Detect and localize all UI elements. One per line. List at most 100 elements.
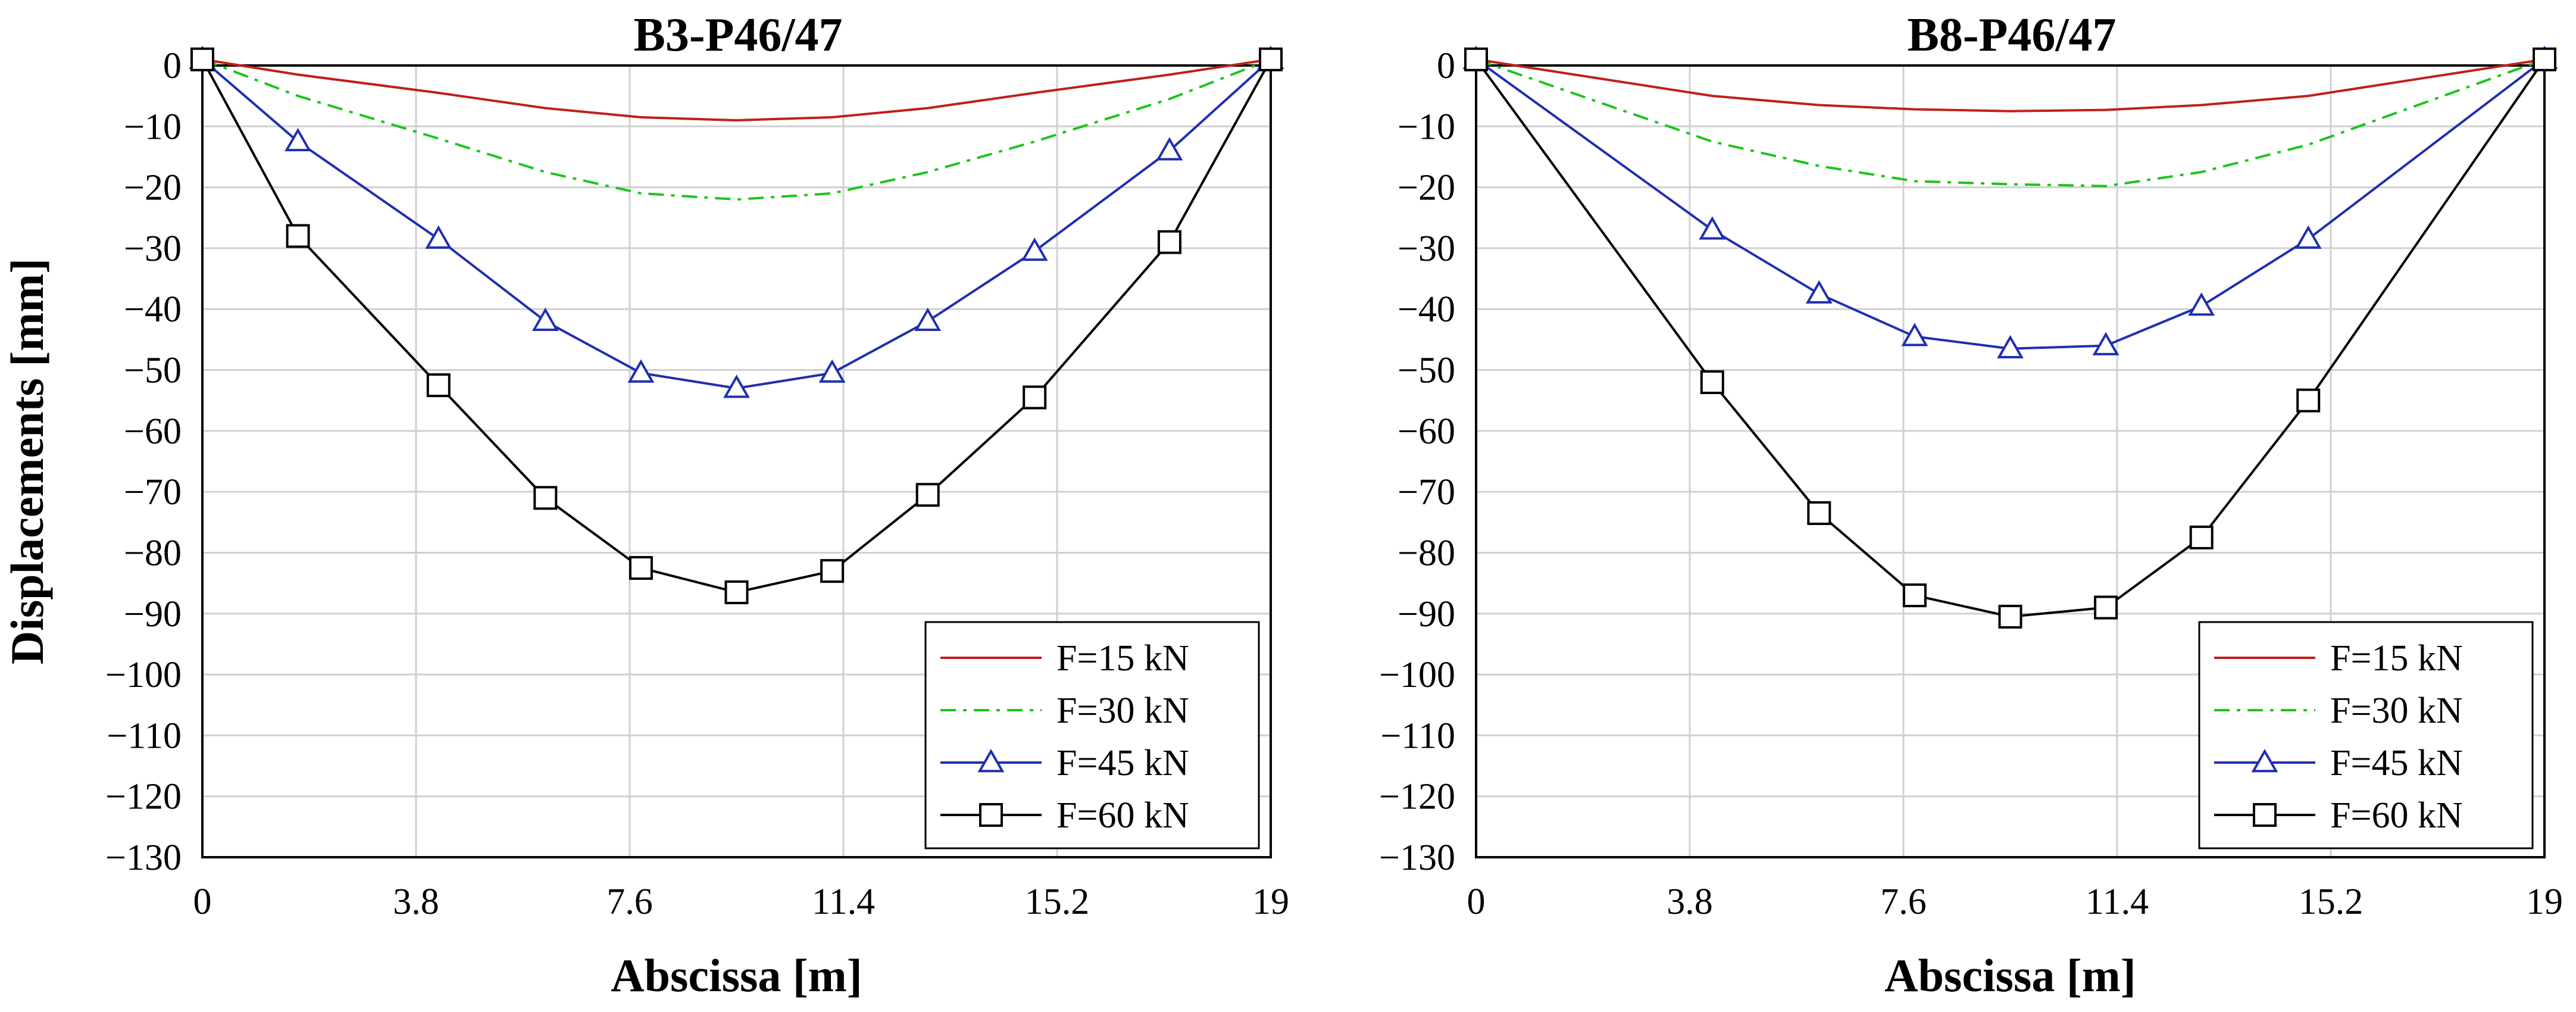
chart-panel-2: B8-P46/47 0 −10 −20 −30 −40 −50 −60 −70 −80 −90 −10… bbox=[1379, 9, 2563, 1001]
y-tick-label: −10 bbox=[1398, 107, 1455, 147]
data-point-square bbox=[286, 224, 310, 248]
legend: F=15 kN F=30 kN F=45 kN F=60 kN bbox=[2198, 621, 2534, 849]
chart-title: B8-P46/47 bbox=[1907, 9, 2116, 61]
data-point-square bbox=[1902, 583, 1927, 608]
plot-frame bbox=[1475, 64, 2546, 858]
legend-label: F=45 kN bbox=[1056, 743, 1189, 783]
data-point-triangle bbox=[1021, 238, 1048, 261]
legend-label: F=60 kN bbox=[1056, 795, 1189, 836]
y-tick-label: −80 bbox=[1398, 533, 1455, 573]
y-tick-label: −120 bbox=[1379, 777, 1455, 817]
x-tick-label: 0 bbox=[193, 882, 212, 922]
data-point-square bbox=[1259, 47, 1283, 71]
y-tick-label: −20 bbox=[124, 168, 182, 208]
y-tick-label: −60 bbox=[1398, 411, 1455, 452]
data-point-square bbox=[1464, 47, 1488, 71]
chart-title: B3-P46/47 bbox=[633, 9, 842, 61]
y-tick-label: −130 bbox=[1379, 838, 1455, 878]
data-point-triangle bbox=[2092, 332, 2119, 355]
x-tick-label: 11.4 bbox=[2086, 882, 2149, 922]
data-point-square bbox=[2094, 595, 2118, 620]
legend-label: F=15 kN bbox=[2330, 638, 2463, 679]
y-tick-label: −30 bbox=[124, 229, 182, 269]
data-point-square bbox=[2189, 525, 2214, 549]
data-point-triangle bbox=[2294, 225, 2322, 249]
x-tick-label: 3.8 bbox=[1667, 882, 1713, 922]
legend: F=15 kN F=30 kN F=45 kN F=60 kN bbox=[924, 621, 1260, 849]
data-point-triangle bbox=[1699, 216, 1726, 240]
data-point-square bbox=[1157, 230, 1181, 254]
y-tick-label: −20 bbox=[1398, 168, 1455, 208]
y-tick-label: −50 bbox=[124, 351, 182, 391]
data-point-triangle bbox=[1156, 137, 1183, 161]
y-axis-label: Displacements [mm] bbox=[1, 258, 53, 664]
legend-box bbox=[924, 621, 1260, 849]
y-tick-label: −90 bbox=[1398, 594, 1455, 635]
data-point-triangle bbox=[914, 307, 942, 331]
legend-label: F=60 kN bbox=[2330, 795, 2463, 836]
plot-frame bbox=[201, 64, 1272, 858]
data-point-square bbox=[915, 483, 940, 507]
y-tick-label: −70 bbox=[1398, 472, 1455, 513]
x-tick-label: 0 bbox=[1467, 882, 1486, 922]
data-point-triangle bbox=[285, 127, 312, 152]
data-point-square bbox=[629, 556, 653, 580]
data-point-triangle bbox=[425, 225, 452, 249]
chart-panel-1: B3-P46/47 0 −10 −20 −30 −40 −50 −60 −70 −80 −90 −10… bbox=[1, 9, 1289, 1001]
x-tick-label: 3.8 bbox=[393, 882, 439, 922]
y-tick-label: −70 bbox=[124, 472, 182, 513]
data-point-triangle bbox=[1805, 280, 1833, 304]
series-line-f-30-kn bbox=[202, 58, 1271, 201]
data-point-square bbox=[1807, 501, 1831, 525]
data-point-triangle bbox=[723, 374, 750, 398]
x-tick-label: 15.2 bbox=[1025, 882, 1090, 922]
y-tick-label: −40 bbox=[1398, 289, 1455, 330]
y-tick-label: −50 bbox=[1398, 351, 1455, 391]
y-tick-label: −80 bbox=[124, 533, 182, 573]
legend-label: F=45 kN bbox=[2330, 743, 2463, 783]
data-point-triangle bbox=[532, 307, 559, 331]
x-tick-label: 15.2 bbox=[2299, 882, 2364, 922]
legend-marker-triangle bbox=[2251, 748, 2278, 773]
y-tick-label: −30 bbox=[1398, 229, 1455, 269]
legend-label: F=30 kN bbox=[2330, 691, 2463, 731]
data-point-square bbox=[1023, 385, 1047, 410]
y-tick-label: −90 bbox=[124, 594, 182, 635]
data-point-square bbox=[533, 486, 558, 510]
data-point-triangle bbox=[2188, 292, 2215, 316]
data-point-square bbox=[1700, 370, 1724, 394]
y-tick-label: 0 bbox=[163, 46, 182, 86]
y-tick-label: −60 bbox=[124, 411, 182, 452]
x-tick-label: 11.4 bbox=[812, 882, 875, 922]
x-tick-label: 19 bbox=[2526, 882, 2563, 922]
x-tick-label: 7.6 bbox=[1880, 882, 1927, 922]
data-point-triangle bbox=[627, 359, 655, 383]
data-point-square bbox=[426, 373, 451, 398]
data-point-square bbox=[190, 47, 214, 71]
data-point-triangle bbox=[818, 359, 846, 383]
y-tick-label: −130 bbox=[105, 838, 182, 878]
y-tick-label: −110 bbox=[107, 716, 182, 756]
legend-label: F=30 kN bbox=[1056, 691, 1189, 731]
y-tick-label: 0 bbox=[1437, 46, 1455, 86]
y-tick-label: −100 bbox=[105, 655, 182, 695]
x-axis-label: Abscissa [m] bbox=[1884, 949, 2136, 1001]
data-point-square bbox=[2533, 47, 2556, 71]
x-tick-label: 7.6 bbox=[607, 882, 653, 922]
x-axis-label: Abscissa [m] bbox=[611, 949, 862, 1001]
series-line-f-15-kn bbox=[202, 58, 1271, 122]
y-tick-label: −100 bbox=[1379, 655, 1455, 695]
data-point-square bbox=[820, 559, 845, 583]
x-tick-label: 19 bbox=[1252, 882, 1289, 922]
y-tick-label: −10 bbox=[124, 107, 182, 147]
data-point-square bbox=[724, 580, 749, 604]
y-tick-label: −120 bbox=[105, 777, 182, 817]
data-point-triangle bbox=[1901, 323, 1928, 346]
y-tick-label: −110 bbox=[1380, 716, 1455, 756]
data-point-triangle bbox=[1997, 335, 2024, 358]
legend-marker-square bbox=[2253, 803, 2277, 827]
legend-marker-triangle bbox=[977, 748, 1005, 773]
legend-marker-square bbox=[979, 803, 1003, 827]
